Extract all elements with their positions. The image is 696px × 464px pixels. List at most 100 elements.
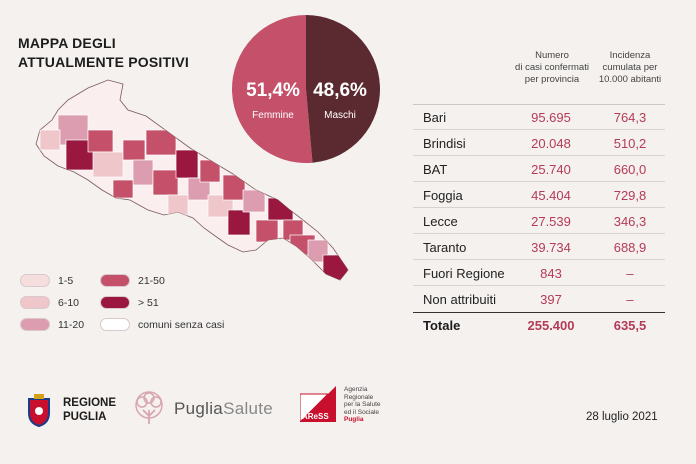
legend-item-no-cases: comuni senza casi	[100, 318, 224, 331]
aress-logo: AReSS Agenzia Regionale per la Salute ed…	[299, 386, 381, 424]
map-area	[242, 189, 266, 213]
row-casi: 95.695	[531, 110, 571, 125]
page-title: MAPPA DEGLI ATTUALMENTE POSITIVI	[18, 34, 189, 72]
pie-label-maschi: 48,6% Maschi	[305, 80, 375, 121]
legend-label: 6-10	[58, 296, 80, 309]
map-area	[112, 179, 134, 199]
pie-slice-maschi	[306, 15, 380, 163]
puglia-salute-word-1: Puglia	[174, 399, 224, 418]
row-incidenza: –	[626, 292, 634, 307]
row-name: Foggia	[423, 188, 463, 203]
regione-text-line: PUGLIA	[63, 411, 107, 423]
legend-item-1-5: 1-5	[20, 274, 73, 287]
legend-item-21-50: 21-50	[100, 274, 165, 287]
legend-swatch	[20, 296, 50, 309]
table-row: Bari 95.695 764,3	[413, 105, 665, 130]
legend-item-over-51: > 51	[100, 296, 159, 309]
map-area	[199, 159, 221, 183]
row-name: Lecce	[423, 214, 458, 229]
map-area	[322, 254, 348, 280]
row-name: BAT	[423, 162, 448, 177]
pie-name-femmine: Femmine	[252, 110, 294, 121]
aress-text-line: per la Salute	[344, 401, 381, 408]
header-casi-line: per provincia	[524, 74, 580, 85]
header-casi-line: di casi confermati	[515, 62, 589, 73]
map-area	[255, 219, 279, 243]
aress-text-line: ed il Sociale	[344, 408, 380, 416]
total-divider	[413, 312, 665, 313]
pie-pct-maschi: 48,6%	[313, 80, 367, 101]
row-incidenza: 660,0	[613, 162, 647, 177]
row-incidenza: –	[626, 266, 634, 281]
row-casi: 843	[540, 266, 562, 281]
total-name: Totale	[423, 318, 461, 333]
tree-icon	[135, 391, 163, 424]
map-area	[222, 174, 246, 201]
table-top-divider	[413, 104, 665, 105]
title-line-2: ATTUALMENTE POSITIVI	[18, 54, 189, 70]
legend-swatch	[100, 296, 130, 309]
regione-shield-icon	[28, 394, 50, 427]
legend-label: 11-20	[58, 318, 85, 331]
header-casi-line: Numero	[535, 50, 569, 61]
map-area	[152, 169, 179, 196]
puglia-salute-logo: PugliaSalute	[130, 390, 273, 428]
row-name: Fuori Regione	[423, 266, 505, 281]
row-incidenza: 346,3	[613, 214, 647, 229]
table-row: BAT 25.740 660,0	[413, 157, 665, 182]
legend-label: > 51	[138, 296, 159, 309]
legend-swatch	[20, 318, 50, 331]
row-incidenza: 729,8	[613, 188, 647, 203]
table-row: Non attribuiti 397 –	[413, 287, 665, 312]
aress-mark-icon: AReSS	[299, 386, 336, 424]
map-area	[167, 194, 189, 216]
aress-text-puglia: Puglia	[344, 416, 364, 423]
total-casi: 255.400	[527, 318, 575, 333]
row-casi: 45.404	[531, 188, 571, 203]
row-casi: 25.740	[531, 162, 571, 177]
row-name: Taranto	[423, 240, 467, 255]
legend-swatch	[20, 274, 50, 287]
pie-pct-femmine: 51,4%	[246, 80, 300, 101]
puglia-salute-word-2: Salute	[223, 399, 274, 418]
row-incidenza: 510,2	[613, 136, 647, 151]
table-row: Foggia 45.404 729,8	[413, 183, 665, 208]
row-incidenza: 764,3	[613, 110, 647, 125]
puglia-map	[35, 79, 349, 281]
legend-label: 1-5	[58, 274, 74, 287]
map-area	[227, 209, 251, 236]
map-area	[132, 159, 154, 186]
row-casi: 39.734	[531, 240, 571, 255]
table-row: Fuori Regione 843 –	[413, 261, 665, 286]
aress-mark-text: AReSS	[302, 412, 329, 421]
map-area	[122, 139, 146, 161]
map-area	[175, 149, 199, 179]
map-area	[87, 129, 114, 153]
regione-text-line: REGIONE	[63, 397, 117, 409]
title-line-1: MAPPA DEGLI	[18, 35, 116, 51]
legend-swatch	[100, 274, 130, 287]
header-incidenza-line: cumulata per	[602, 62, 658, 73]
regione-puglia-logo: REGIONE PUGLIA	[25, 393, 116, 427]
map-area	[207, 194, 234, 218]
table-row: Brindisi 20.048 510,2	[413, 131, 665, 156]
aress-text-line: Agenzia	[344, 386, 368, 393]
table-row: Lecce 27.539 346,3	[413, 209, 665, 234]
header-incidenza-line: 10.000 abitanti	[598, 74, 662, 85]
legend-label: comuni senza casi	[138, 318, 225, 331]
legend-item-11-20: 11-20	[20, 318, 84, 331]
header-incidenza: Incidenza cumulata per 10.000 abitanti	[593, 50, 667, 86]
table-row: Taranto 39.734 688,9	[413, 235, 665, 260]
row-name: Non attribuiti	[423, 292, 496, 307]
header-casi: Numero di casi confermati per provincia	[509, 50, 595, 86]
legend-item-6-10: 6-10	[20, 296, 79, 309]
map-area	[187, 177, 211, 201]
aress-text-line: Regionale	[344, 393, 374, 401]
map-area	[39, 129, 61, 151]
row-name: Bari	[423, 110, 447, 125]
footer-logos: REGIONE PUGLIA PugliaSalute AReSS Agenzi…	[0, 378, 696, 448]
row-casi: 27.539	[531, 214, 571, 229]
table-total-row: Totale 255.400 635,5	[413, 313, 665, 338]
row-name: Brindisi	[423, 136, 466, 151]
report-date: 28 luglio 2021	[586, 411, 658, 423]
